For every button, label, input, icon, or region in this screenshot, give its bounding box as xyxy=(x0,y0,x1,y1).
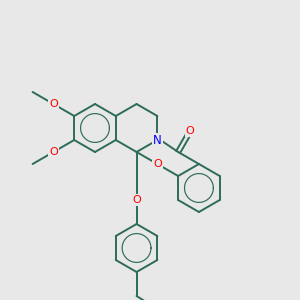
Text: N: N xyxy=(153,134,162,146)
Text: O: O xyxy=(49,99,58,109)
Text: O: O xyxy=(49,147,58,157)
Text: O: O xyxy=(132,195,141,205)
Text: O: O xyxy=(186,126,194,136)
Text: O: O xyxy=(153,159,162,169)
